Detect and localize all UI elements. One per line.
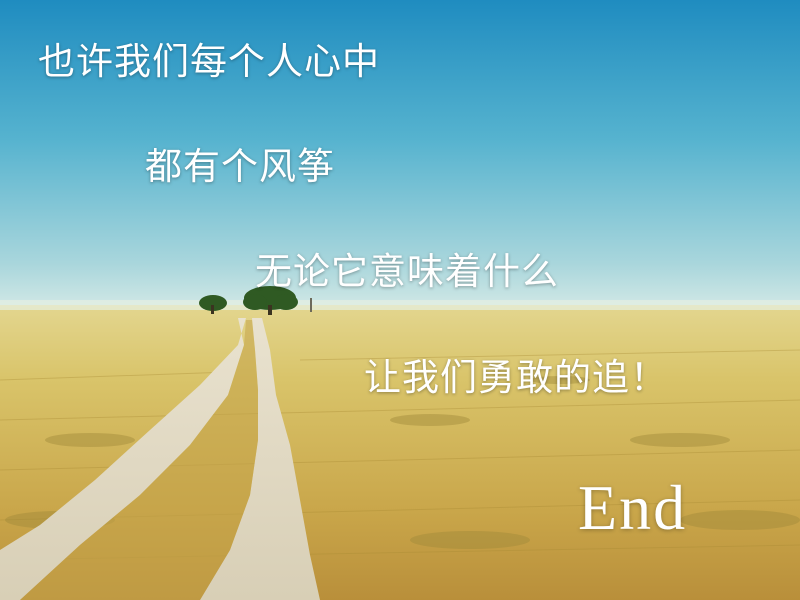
end-label: End: [578, 472, 688, 543]
trees: [199, 286, 298, 315]
caption-line-2: 都有个风筝: [145, 145, 335, 188]
road-left: [0, 318, 246, 600]
grass-tufts: [5, 376, 800, 549]
road-right: [200, 318, 320, 600]
caption-line-4: 让我们勇敢的追！: [364, 356, 668, 399]
caption-line-1: 也许我们每个人心中: [38, 40, 380, 83]
sky: [0, 0, 800, 310]
caption-line-3: 无论它意味着什么: [255, 250, 559, 293]
